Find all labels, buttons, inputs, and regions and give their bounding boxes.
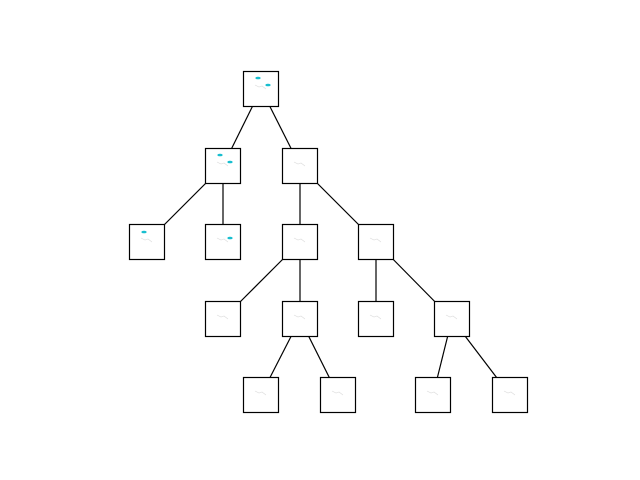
edges-layer — [164, 106, 498, 378]
tree-node-n1 — [204, 147, 242, 185]
tree-node-n4 — [204, 223, 242, 261]
node-marker — [255, 76, 261, 80]
node-box — [242, 70, 280, 108]
node-box — [204, 223, 242, 261]
node-marker — [227, 236, 233, 240]
tree-node-n9 — [357, 300, 395, 338]
node-box — [357, 223, 395, 261]
tree-node-n12 — [319, 376, 357, 414]
nodes-layer — [128, 70, 529, 414]
node-box — [128, 223, 166, 261]
node-box — [357, 300, 395, 338]
node-box — [281, 147, 319, 185]
edge-n0-n2 — [269, 106, 292, 149]
tree-node-n6 — [357, 223, 395, 261]
node-box — [204, 300, 242, 338]
node-thumbnail-mark — [331, 390, 344, 396]
node-box — [242, 376, 280, 414]
node-thumbnail-mark — [254, 84, 267, 90]
edge-n1-n3 — [164, 183, 206, 225]
node-thumbnail-mark — [426, 390, 439, 396]
tree-node-n0 — [242, 70, 280, 108]
node-marker — [265, 83, 271, 87]
edge-n0-n1 — [231, 106, 253, 149]
node-box — [281, 300, 319, 338]
node-thumbnail-mark — [293, 237, 306, 243]
tree-node-n10 — [433, 300, 471, 338]
edge-n6-n10 — [392, 259, 436, 302]
node-thumbnail-mark — [216, 237, 229, 243]
tree-node-n3 — [128, 223, 166, 261]
node-marker — [141, 230, 147, 234]
edge-n10-n13 — [436, 336, 449, 378]
node-box — [204, 147, 242, 185]
edge-n8-n12 — [308, 336, 330, 378]
node-box — [433, 300, 471, 338]
node-marker — [217, 153, 223, 157]
node-thumbnail-mark — [216, 161, 229, 167]
node-thumbnail-mark — [369, 314, 382, 320]
tree-node-n8 — [281, 300, 319, 338]
node-box — [319, 376, 357, 414]
node-thumbnail-mark — [216, 314, 229, 320]
tree-node-n7 — [204, 300, 242, 338]
edge-n10-n14 — [464, 336, 498, 378]
node-box — [414, 376, 452, 414]
tree-node-n13 — [414, 376, 452, 414]
node-thumbnail-mark — [369, 237, 382, 243]
tree-node-n14 — [491, 376, 529, 414]
edge-n8-n11 — [269, 336, 292, 378]
node-thumbnail-mark — [254, 390, 267, 396]
tree-node-n2 — [281, 147, 319, 185]
node-thumbnail-mark — [293, 314, 306, 320]
node-marker — [227, 160, 233, 164]
node-box — [281, 223, 319, 261]
tree-node-n11 — [242, 376, 280, 414]
node-thumbnail-mark — [293, 161, 306, 167]
edge-n2-n6 — [317, 183, 359, 225]
edge-n5-n7 — [240, 259, 283, 302]
node-thumbnail-mark — [503, 390, 516, 396]
node-thumbnail-mark — [445, 314, 458, 320]
tree-node-n5 — [281, 223, 319, 261]
node-box — [491, 376, 529, 414]
node-thumbnail-mark — [140, 237, 153, 243]
